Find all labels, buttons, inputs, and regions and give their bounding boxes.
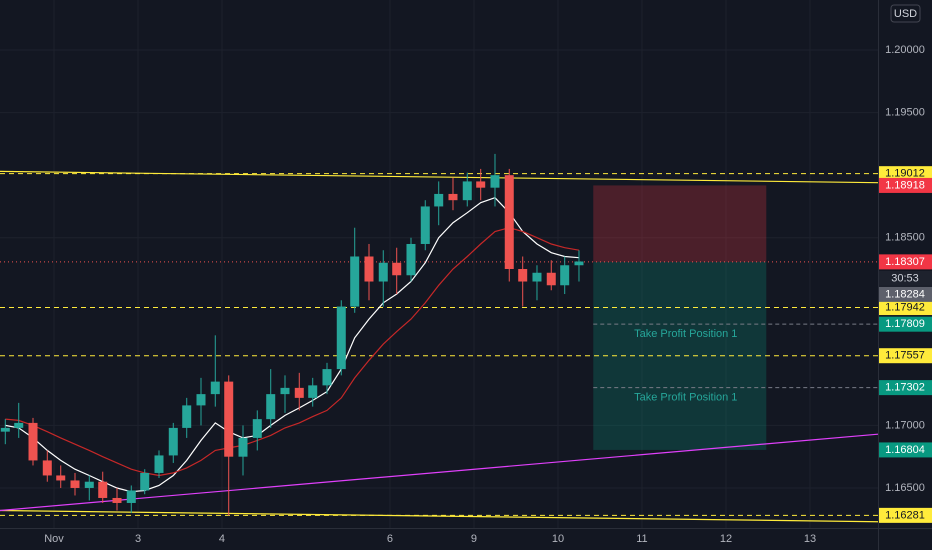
candle-body [0, 427, 10, 432]
candle-body [84, 481, 94, 488]
candle-body [378, 262, 388, 282]
take-profit-badge: 1.17809 [885, 318, 925, 330]
y-tick-label: 1.18500 [885, 232, 925, 244]
candle-body [406, 243, 416, 276]
x-tick-label: 6 [387, 533, 393, 545]
current-price-box [879, 286, 932, 302]
level-badge-box [879, 507, 932, 523]
currency: USD [894, 8, 917, 20]
candle-body [322, 369, 332, 386]
level-badge-box [879, 300, 932, 316]
x-tick-label: 11 [636, 533, 647, 545]
candle-body [490, 175, 500, 188]
x-tick-label: 3 [135, 533, 141, 545]
trendline [0, 170, 879, 184]
candle-body [154, 455, 164, 473]
x-tick-label: 13 [804, 533, 816, 545]
candle-body [210, 381, 220, 395]
candle-body [266, 394, 276, 420]
candle-body [420, 206, 430, 244]
candle-body [350, 256, 360, 307]
candle-body [364, 256, 374, 282]
candle-body [280, 387, 290, 395]
target-badge: 1.16804 [885, 444, 925, 456]
candle-body [532, 272, 542, 282]
level-badge: 1.16281 [885, 509, 925, 521]
take-profit-badge-box [879, 380, 932, 396]
candle-body [14, 422, 24, 428]
candle-body [294, 387, 304, 398]
moving-average [5, 227, 580, 477]
countdown-box [879, 270, 932, 286]
candle-body [252, 419, 262, 438]
target-badge-box [879, 442, 932, 458]
take-profit-badge: 1.17302 [885, 382, 925, 394]
y-tick-label: 1.19500 [885, 107, 925, 119]
candle-body [518, 269, 528, 282]
y-tick-label: 1.17000 [885, 419, 925, 431]
candle-body [126, 490, 136, 503]
candle-body [182, 405, 192, 428]
trendline [0, 433, 879, 512]
candle-body [70, 480, 80, 488]
candle-body [448, 193, 458, 201]
take-profit-label: Take Profit Position 1 [634, 392, 737, 404]
x-tick-label: 10 [552, 533, 564, 545]
candle-body [168, 427, 178, 456]
trendline [0, 509, 879, 523]
moving-average [5, 197, 580, 493]
level-badge-box [879, 166, 932, 182]
candle-body [42, 460, 52, 476]
candle-body [140, 472, 150, 491]
stop-zone [593, 185, 767, 262]
level-badge: 1.19012 [885, 168, 925, 180]
x-tick-label: Nov [44, 533, 64, 545]
entry-badge-box [879, 254, 932, 270]
x-tick-label: 9 [471, 533, 477, 545]
candle-body [462, 181, 472, 201]
y-tick-label: 1.20000 [885, 44, 925, 56]
candle-body [574, 261, 584, 266]
candle-body [434, 193, 444, 207]
candle-body [308, 385, 318, 398]
candle-body [392, 262, 402, 276]
x-tick-label: 12 [720, 533, 732, 545]
candle-body [28, 422, 38, 461]
level-badge: 1.17942 [885, 301, 925, 313]
stop-badge: 1.18918 [885, 179, 925, 191]
y-tick-label: 1.16500 [885, 482, 925, 494]
level-badge-box [879, 348, 932, 364]
x-tick-label: 4 [219, 533, 225, 545]
take-profit-badge-box [879, 316, 932, 332]
candle-body [112, 497, 122, 503]
candle-body [98, 481, 108, 498]
candle-body [238, 437, 248, 457]
candle-body [224, 381, 234, 457]
candle-body [476, 181, 486, 188]
candle-body [504, 175, 514, 270]
level-badge: 1.17557 [885, 350, 925, 362]
take-profit-label: Take Profit Position 1 [634, 328, 737, 340]
candle-body [546, 272, 556, 286]
entry-badge: 1.18307 [885, 256, 925, 268]
candle-body [56, 475, 66, 481]
countdown: 30:53 [891, 272, 919, 284]
current-price: 1.18284 [885, 288, 925, 300]
currency-box[interactable] [890, 4, 921, 23]
candle-body [560, 265, 570, 286]
stop-badge-box [879, 177, 932, 193]
candle-body [336, 306, 346, 370]
candle-body [196, 394, 206, 406]
